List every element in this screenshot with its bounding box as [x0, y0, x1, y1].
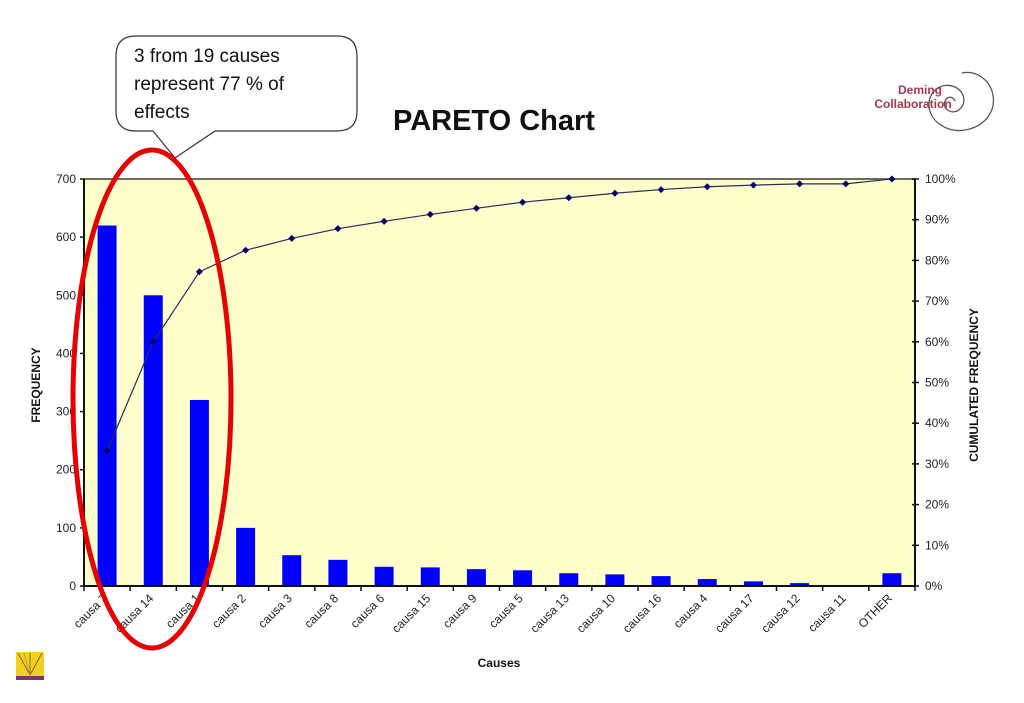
- x-tick-label: causa 4: [671, 591, 711, 631]
- callout-line-3: effects: [134, 102, 190, 123]
- x-tick-label: causa 11: [805, 591, 849, 635]
- diamond-marker-icon: [703, 183, 711, 191]
- x-tick-label: OTHER: [855, 591, 895, 631]
- bar: [697, 579, 717, 586]
- y-tick-label: 500: [56, 288, 76, 302]
- x-tick-label: causa 10: [574, 591, 619, 636]
- bar: [189, 399, 209, 586]
- x-axis-title: Causes: [478, 656, 521, 670]
- y2-tick-label: 0%: [925, 579, 943, 593]
- diamond-marker-icon: [796, 180, 804, 188]
- y2-axis-title: CUMULATED FREQUENCY: [967, 308, 981, 462]
- y-tick-label: 700: [56, 172, 76, 186]
- cumulative-line-series: [103, 175, 896, 455]
- diamond-marker-icon: [288, 234, 296, 242]
- bar: [143, 295, 163, 586]
- y2-tick-label: 60%: [925, 335, 949, 349]
- bar: [466, 569, 486, 586]
- diamond-marker-icon: [334, 225, 342, 233]
- logo-line-1: Deming: [898, 83, 942, 97]
- diamond-marker-icon: [195, 268, 203, 276]
- x-axis-ticks: [83, 586, 916, 591]
- diamond-marker-icon: [103, 447, 111, 455]
- bar-series: [97, 225, 902, 587]
- cumulative-line: [106, 178, 892, 452]
- callout-bubble: [115, 35, 358, 159]
- y-tick-label: 600: [56, 230, 76, 244]
- y2-tick-label: 40%: [925, 416, 949, 430]
- y2-tick-label: 70%: [925, 294, 949, 308]
- corner-logo-icon: [16, 652, 44, 680]
- highlight-ellipse: [70, 147, 234, 651]
- diamond-marker-icon: [242, 246, 250, 254]
- diamond-marker-icon: [426, 210, 434, 218]
- logo-line-2: Collaboration: [874, 97, 951, 111]
- bar: [882, 573, 902, 586]
- bar: [743, 581, 763, 586]
- bar: [282, 555, 302, 586]
- y2-tick-label: 20%: [925, 498, 949, 512]
- x-tick-label: causa 5: [486, 591, 526, 631]
- bar: [605, 574, 625, 586]
- bar: [328, 559, 348, 586]
- bar: [651, 576, 671, 586]
- x-tick-label: causa 3: [255, 591, 295, 631]
- diamond-marker-icon: [472, 204, 480, 212]
- bar: [236, 527, 256, 586]
- y-axis-title: FREQUENCY: [29, 347, 43, 422]
- chart-title: PARETO Chart: [393, 105, 595, 137]
- x-tick-label: causa 9: [440, 591, 480, 631]
- bar: [513, 570, 533, 586]
- spiral-icon: [928, 71, 995, 132]
- y2-tick-label: 10%: [925, 538, 949, 552]
- diamond-marker-icon: [657, 186, 665, 194]
- bar: [97, 225, 117, 586]
- diamond-marker-icon: [888, 175, 896, 183]
- x-tick-label: causa 12: [758, 591, 803, 636]
- y2-tick-label: 80%: [925, 253, 949, 267]
- x-tick-label: causa 8: [301, 591, 341, 631]
- bar: [559, 573, 579, 586]
- bar: [790, 583, 810, 586]
- callout-line-1: 3 from 19 causes: [134, 46, 280, 67]
- bar: [420, 567, 440, 586]
- x-tick-label: causa 17: [712, 591, 757, 636]
- x-tick-label: causa 16: [620, 591, 665, 636]
- y2-tick-label: 50%: [925, 376, 949, 390]
- diamond-marker-icon: [519, 198, 527, 206]
- x-tick-label: causa 15: [389, 591, 434, 636]
- diamond-marker-icon: [149, 338, 157, 346]
- diamond-marker-icon: [611, 189, 619, 197]
- diamond-marker-icon: [842, 180, 850, 188]
- x-tick-label: causa 6: [348, 591, 388, 631]
- bar: [374, 566, 394, 586]
- y-tick-label: 200: [56, 463, 76, 477]
- y2-tick-label: 90%: [925, 213, 949, 227]
- y-tick-label: 0: [69, 579, 76, 593]
- right-axis-ticks: 0% 10% 20% 30% 40% 50% 60% 70% 80% 90% 100%: [912, 172, 956, 593]
- x-tick-label: causa 2: [209, 591, 249, 631]
- x-tick-label: causa 13: [528, 591, 573, 636]
- y-tick-label: 100: [56, 521, 76, 535]
- callout-line-2: represent 77 % of: [134, 74, 285, 95]
- diamond-marker-icon: [380, 217, 388, 225]
- y-tick-label: 400: [56, 346, 76, 360]
- diamond-marker-icon: [565, 194, 573, 202]
- deming-collaboration-logo: Deming Collaboration: [874, 71, 995, 132]
- y2-tick-label: 30%: [925, 457, 949, 471]
- diamond-marker-icon: [749, 181, 757, 189]
- y2-tick-label: 100%: [925, 172, 956, 186]
